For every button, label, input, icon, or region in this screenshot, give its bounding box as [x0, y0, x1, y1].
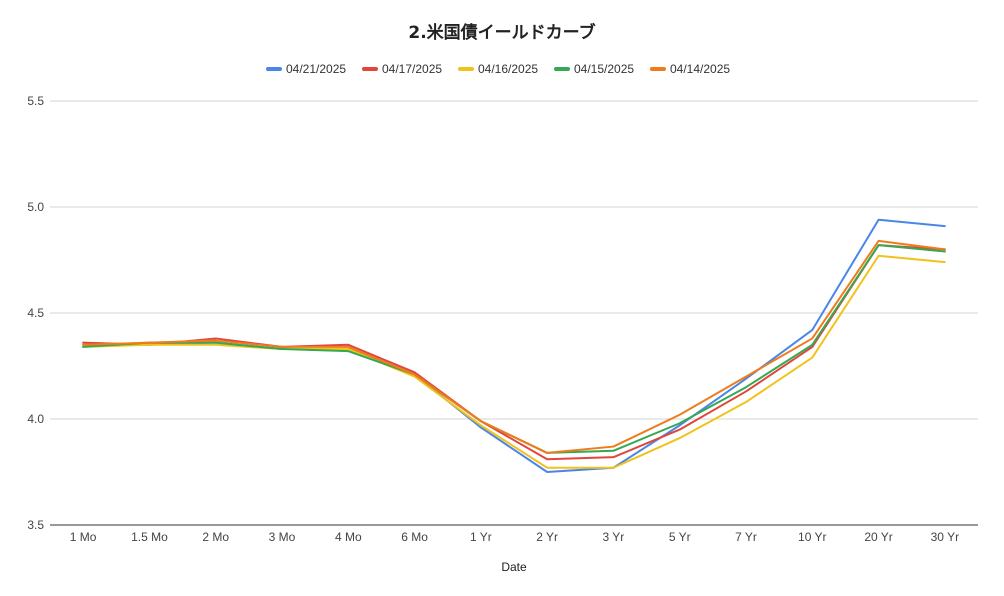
legend-item[interactable]: 04/17/2025	[362, 62, 442, 76]
legend-item[interactable]: 04/21/2025	[266, 62, 346, 76]
chart-title: 2.米国債イールドカーブ	[408, 22, 595, 43]
x-tick-label: 1.5 Mo	[131, 530, 168, 544]
x-tick-label: 4 Mo	[335, 530, 362, 544]
x-tick-label: 3 Mo	[269, 530, 296, 544]
y-tick-label: 3.5	[27, 518, 44, 532]
gridlines	[50, 100, 978, 420]
x-tick-label: 30 Yr	[931, 530, 959, 544]
legend-label: 04/14/2025	[670, 62, 730, 76]
x-axis-label: Date	[501, 560, 527, 574]
y-tick-label: 5.0	[27, 200, 44, 214]
x-tick-label: 10 Yr	[798, 530, 826, 544]
x-tick-label: 6 Mo	[401, 530, 428, 544]
legend-label: 04/17/2025	[382, 62, 442, 76]
series-line	[82, 218, 946, 473]
x-tick-label: 1 Mo	[70, 530, 97, 544]
series-line	[82, 239, 946, 454]
legend-item[interactable]: 04/15/2025	[554, 62, 634, 76]
legend[interactable]: 04/21/2025 04/17/2025 04/16/2025 04/15/2025…	[266, 62, 730, 76]
x-tick-label: 20 Yr	[864, 530, 892, 544]
x-axis-ticks: 1 Mo 1.5 Mo 2 Mo 3 Mo 4 Mo 6 Mo 1 Yr 2 Yr 3 Yr 5 …	[70, 530, 959, 544]
x-tick-label: 2 Yr	[536, 530, 558, 544]
y-tick-label: 4.0	[27, 412, 44, 426]
x-tick-label: 2 Mo	[202, 530, 229, 544]
y-tick-label: 5.5	[27, 94, 44, 108]
y-axis-ticks: 3.5 4.0 4.5 5.0 5.5	[27, 94, 44, 532]
legend-label: 04/16/2025	[478, 62, 538, 76]
series-lines	[82, 218, 946, 473]
legend-label: 04/15/2025	[574, 62, 634, 76]
series-line	[82, 244, 946, 461]
legend-item[interactable]: 04/14/2025	[650, 62, 730, 76]
x-tick-label: 1 Yr	[470, 530, 492, 544]
series-line	[82, 244, 946, 454]
legend-label: 04/21/2025	[286, 62, 346, 76]
x-tick-label: 5 Yr	[669, 530, 691, 544]
legend-item[interactable]: 04/16/2025	[458, 62, 538, 76]
x-tick-label: 7 Yr	[735, 530, 757, 544]
x-tick-label: 3 Yr	[603, 530, 625, 544]
y-tick-label: 4.5	[27, 306, 44, 320]
series-line	[82, 254, 946, 469]
